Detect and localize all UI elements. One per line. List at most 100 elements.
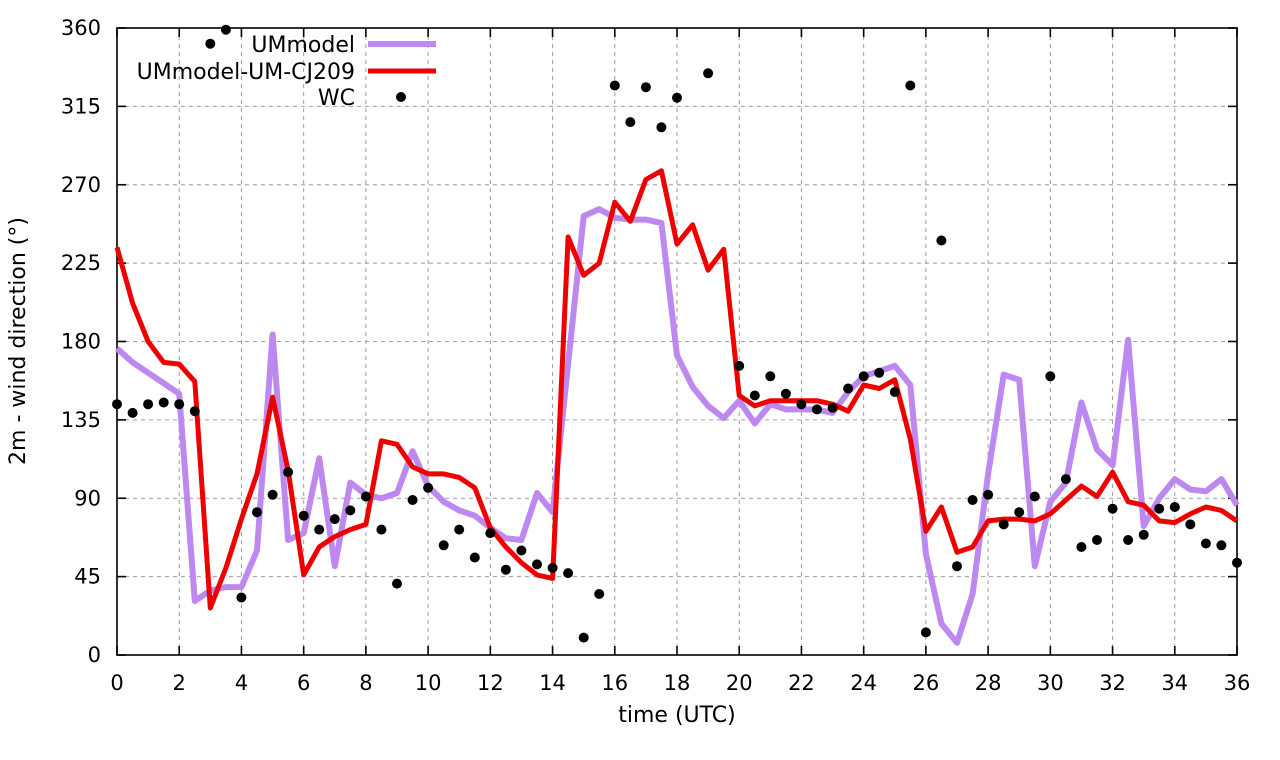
scatter-point-wc: [625, 117, 636, 128]
scatter-point-wc: [205, 38, 216, 49]
scatter-point-wc: [158, 397, 169, 408]
scatter-point-wc: [329, 514, 340, 525]
gridlines: [117, 28, 1237, 655]
scatter-point-wc: [143, 399, 154, 410]
x-tick-label: 20: [726, 671, 753, 695]
x-tick-label: 10: [415, 671, 442, 695]
scatter-point-wc: [874, 367, 885, 378]
y-tick-label: 90: [74, 486, 101, 510]
x-tick-label: 26: [913, 671, 940, 695]
scatter-point-wc: [407, 495, 418, 505]
scatter-point-wc: [485, 528, 496, 539]
scatter-point-wc: [1154, 503, 1165, 514]
legend: UMmodel UMmodel-UM-CJ209 WC: [137, 33, 436, 111]
y-tick-label: 315: [61, 94, 101, 118]
y-tick-label: 45: [74, 565, 101, 589]
y-tick-label: 0: [88, 643, 101, 667]
y-tick-label: 135: [61, 408, 101, 432]
scatter-point-wc: [734, 360, 745, 371]
scatter-point-wc: [454, 524, 465, 535]
scatter-point-wc: [796, 399, 807, 410]
scatter-point-wc: [236, 592, 247, 603]
scatter-point-wc: [1014, 507, 1025, 518]
scatter-point-wc: [594, 589, 605, 599]
scatter-point-wc: [578, 632, 589, 643]
legend-sample-wc-marker: [396, 92, 406, 102]
scatter-point-wc: [360, 491, 371, 502]
scatter-point-wc: [780, 388, 791, 399]
scatter-point-wc: [1045, 371, 1056, 382]
y-tick-label: 225: [61, 251, 101, 275]
scatter-point-wc: [936, 235, 947, 246]
x-tick-label: 30: [1037, 671, 1064, 695]
x-tick-label: 12: [477, 671, 504, 695]
x-tick-label: 0: [110, 671, 123, 695]
scatter-point-wc: [298, 510, 309, 521]
x-tick-label: 2: [173, 671, 186, 695]
scatter-point-wc: [1076, 542, 1087, 552]
scatter-point-wc: [1185, 519, 1196, 530]
x-tick-label: 36: [1224, 671, 1251, 695]
x-tick-label: 28: [975, 671, 1002, 695]
scatter-point-wc: [812, 404, 822, 415]
scatter-point-wc: [1169, 502, 1180, 512]
scatter-point-wc: [952, 561, 962, 572]
x-tick-label: 18: [664, 671, 691, 695]
scatter-point-wc: [127, 407, 138, 418]
scatter-point-wc: [983, 489, 994, 500]
x-tick-label: 24: [850, 671, 877, 695]
plot-border: [116, 27, 1238, 656]
scatter-point-wc: [500, 564, 511, 575]
scatter-point-wc: [905, 80, 916, 91]
y-tick-label: 270: [61, 173, 101, 197]
x-tick-label: 6: [297, 671, 310, 695]
x-tick-label: 4: [235, 671, 248, 695]
scatter-point-wc: [1060, 474, 1071, 485]
scatter-point-wc: [920, 627, 931, 638]
scatter-point-wc: [392, 578, 402, 589]
scatter-point-wc: [749, 390, 760, 401]
scatter-point-wc: [345, 505, 356, 516]
scatter-point-wc: [252, 507, 262, 518]
scatter-point-wc: [858, 371, 869, 382]
y-tick-label: 360: [61, 16, 101, 40]
y-axis-title: 2m - wind direction (°): [6, 217, 31, 465]
scatter-point-wc: [1138, 529, 1149, 540]
x-tick-label: 32: [1099, 671, 1126, 695]
x-tick-label: 22: [788, 671, 815, 695]
scatter-point-wc: [1232, 557, 1242, 568]
y-tick-label: 180: [61, 330, 101, 354]
scatter-point-wc: [640, 82, 651, 93]
scatter-point-wc: [1216, 540, 1227, 551]
x-tick-label: 8: [359, 671, 372, 695]
scatter-point-wc: [827, 402, 838, 413]
tick-labels: 0 2 4 6 8 10 12 14 16 18 20 22 24 26 28 30 32 34 360459013…: [61, 16, 1250, 695]
scatter-point-wc: [314, 524, 325, 535]
series-line-ummodel: [115, 206, 1240, 646]
scatter-point-wc: [189, 406, 200, 417]
scatter-point-wc: [672, 92, 682, 103]
scatter-point-wc: [267, 489, 278, 500]
data-series: [112, 24, 1242, 646]
x-tick-label: 34: [1161, 671, 1188, 695]
scatter-point-wc: [609, 80, 620, 91]
scatter-point-wc: [516, 545, 527, 556]
scatter-point-wc: [1092, 535, 1102, 545]
scatter-point-wc: [967, 495, 978, 505]
scatter-point-wc: [112, 399, 122, 410]
scatter-point-wc: [1200, 538, 1211, 549]
scatter-point-wc: [998, 519, 1009, 530]
x-tick-label: 14: [539, 671, 566, 695]
scatter-point-wc: [1123, 535, 1134, 545]
scatter-point-wc: [563, 568, 574, 579]
series-line-ummodel-um-cj209: [114, 168, 1239, 611]
scatter-point-wc: [376, 524, 387, 535]
legend-label-wc: WC: [318, 86, 355, 111]
scatter-point-wc: [889, 387, 900, 397]
scatter-point-wc: [283, 467, 294, 478]
legend-label-ummodel-um-cj209: UMmodel-UM-CJ209: [137, 60, 355, 85]
scatter-point-wc: [423, 482, 434, 493]
scatter-point-wc: [1029, 491, 1040, 502]
scatter-point-wc: [469, 552, 480, 563]
